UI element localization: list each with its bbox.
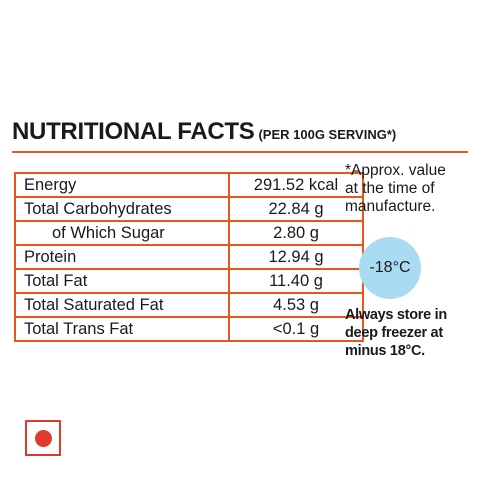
storage-note: Always store in deep freezer at minus 18°C… xyxy=(345,306,447,360)
note-line: at the time of xyxy=(345,180,435,197)
non-veg-icon xyxy=(25,420,61,456)
table-row: Total Saturated Fat 4.53 g xyxy=(14,292,364,318)
note-line: *Approx. value xyxy=(345,162,446,179)
divider xyxy=(12,151,468,153)
table-row: Energy 291.52 kcal xyxy=(14,172,364,198)
icon-dot xyxy=(34,429,52,447)
subtitle: (PER 100G SERVING*) xyxy=(258,127,397,142)
storage-line: deep freezer at xyxy=(345,325,443,341)
note-line: manufacture. xyxy=(345,198,436,215)
title: NUTRITIONAL FACTS (PER 100G SERVING*) xyxy=(12,118,396,146)
nutrient-value: 2.80 g xyxy=(228,220,364,246)
nutrient-name: Total Trans Fat xyxy=(14,316,230,342)
table-row: Total Carbohydrates 22.84 g xyxy=(14,196,364,222)
nutrient-name: Total Fat xyxy=(14,268,230,294)
title-text: NUTRITIONAL FACTS xyxy=(12,118,255,145)
storage-line: minus 18°C. xyxy=(345,343,425,359)
nutrient-value: <0.1 g xyxy=(228,316,364,342)
nutrient-value: 291.52 kcal xyxy=(228,172,364,198)
nutrient-name: Total Carbohydrates xyxy=(14,196,230,222)
nutrient-value: 11.40 g xyxy=(228,268,364,294)
nutrient-name: Energy xyxy=(14,172,230,198)
nutrient-value: 4.53 g xyxy=(228,292,364,318)
nutrition-table: Energy 291.52 kcal Total Carbohydrates 22.8… xyxy=(14,172,364,342)
table-row: of Which Sugar 2.80 g xyxy=(14,220,364,246)
nutrient-value: 22.84 g xyxy=(228,196,364,222)
table-row: Total Fat 11.40 g xyxy=(14,268,364,294)
table-row: Protein 12.94 g xyxy=(14,244,364,270)
nutrient-name: Protein xyxy=(14,244,230,270)
note: *Approx. value at the time of manufacture. xyxy=(345,162,446,216)
storage-line: Always store in xyxy=(345,307,447,323)
nutrient-name: Total Saturated Fat xyxy=(14,292,230,318)
table-row: Total Trans Fat <0.1 g xyxy=(14,316,364,342)
temperature-badge: -18°C xyxy=(359,237,421,299)
temperature: -18°C xyxy=(369,259,411,276)
nutrient-name: of Which Sugar xyxy=(14,220,230,246)
nutrient-value: 12.94 g xyxy=(228,244,364,270)
